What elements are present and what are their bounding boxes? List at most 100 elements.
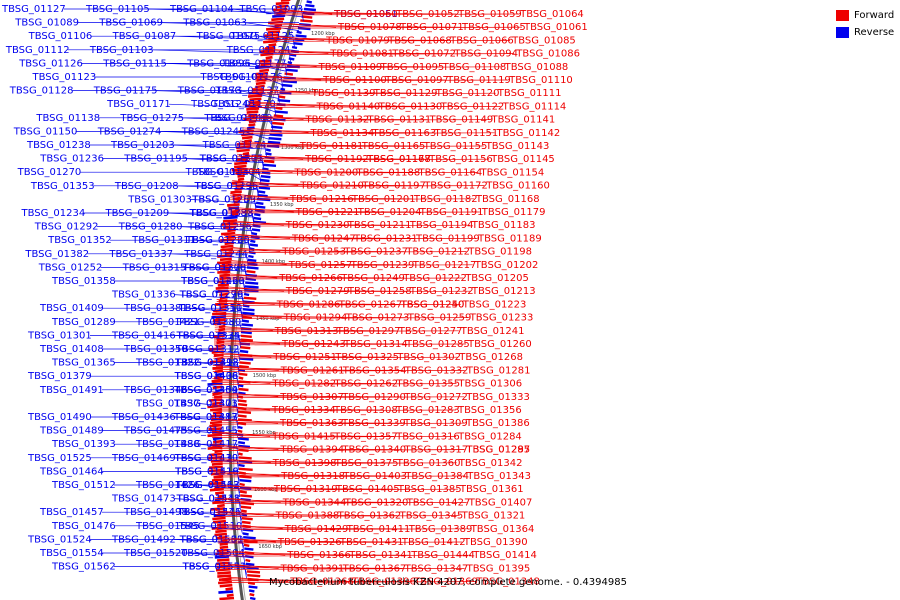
reverse-gene-mark [279,91,292,95]
forward-gene-label: TBSG_01287 [465,445,530,456]
forward-leader-line [220,261,349,266]
forward-gene-label: TBSG_01119 [446,75,511,86]
forward-gene-mark [211,414,223,418]
reverse-gene-label: TBSG_01439 [174,453,239,464]
forward-leader-line [213,355,396,358]
forward-gene-label: TBSG_01284 [457,431,522,442]
forward-gene-mark [212,385,223,390]
scale-tick-label: 1550 kbp [252,430,276,436]
forward-gene-mark [219,545,229,550]
forward-gene-label: TBSG_01389 [408,524,473,535]
forward-gene-mark [248,123,256,127]
forward-gene-label: TBSG_01272 [403,392,468,403]
forward-gene-label: TBSG_01230 [285,220,350,231]
forward-gene-label: TBSG_01110 [508,75,573,86]
reverse-leader-line [247,240,251,249]
reverse-gene-mark [244,547,254,551]
reverse-gene-mark [240,509,247,513]
forward-leader-line [217,287,346,292]
reverse-gene-label: TBSG_01311 [131,235,196,246]
scale-tick-label: 1300 kbp [281,145,305,151]
forward-gene-label: TBSG_01309 [403,418,468,429]
forward-gene-mark [209,398,223,402]
legend: Forward Reverse [836,7,900,41]
reverse-gene-label: TBSG_01171 [106,99,171,110]
reverse-leader-line [242,552,246,566]
forward-leader-line [219,274,340,279]
forward-leader-line [212,436,457,438]
reverse-gene-mark [249,243,259,247]
forward-gene-mark [267,30,281,34]
forward-gene-mark [209,481,224,486]
reverse-gene-mark [278,95,286,99]
reverse-leader-line [238,498,241,511]
legend-item-forward: Forward [836,7,900,24]
reverse-gene-label: TBSG_01138 [35,113,100,124]
forward-leader-line [217,540,400,543]
forward-gene-label: TBSG_01347 [404,563,469,574]
reverse-gene-label: TBSG_01220 [185,235,250,246]
forward-gene-label: TBSG_01361 [459,484,524,495]
reverse-gene-label: TBSG_01104 [169,4,234,15]
forward-leader-line [212,370,465,372]
forward-gene-mark [209,468,223,473]
forward-gene-mark [212,516,226,521]
forward-gene-mark [259,59,272,63]
reverse-leader-line [185,307,243,313]
scale-tick-label: 1500 kbp [253,373,277,379]
forward-gene-mark [246,107,260,111]
reverse-gene-label: TBSG_01322 [135,358,200,369]
forward-gene-label: TBSG_01253 [281,247,346,258]
forward-leader-line [245,114,304,120]
forward-leader-line [213,474,404,477]
forward-gene-label: TBSG_01259 [407,313,472,324]
reverse-leader-line [197,321,242,327]
forward-gene-mark [268,43,277,47]
forward-gene-mark [227,228,236,233]
reverse-gene-label: TBSG_01128 [9,86,74,97]
reverse-gene-mark [259,178,270,183]
forward-leader-line [213,343,467,346]
forward-leader-line [266,40,511,42]
forward-gene-mark [272,14,286,18]
reverse-gene-mark [306,0,313,4]
reverse-gene-label: TBSG_01173 [177,86,242,97]
reverse-gene-label: TBSG_01137 [214,86,279,97]
reverse-gene-label: TBSG_01269 [191,194,256,205]
forward-gene-label: TBSG_01181 [299,141,364,152]
reverse-gene-label: TBSG_01492 [111,534,176,545]
reverse-gene-label: TBSG_01256 [187,222,252,233]
forward-gene-label: TBSG_01198 [467,247,532,258]
reverse-gene-label: TBSG_01087 [112,31,177,42]
reverse-leader-line [173,335,241,340]
forward-gene-label: TBSG_01407 [468,497,533,508]
reverse-gene-mark [237,410,252,414]
forward-leader-line [212,435,395,437]
forward-gene-mark [234,161,248,166]
reverse-gene-label: TBSG_01196 [194,181,259,192]
reverse-gene-label: TBSG_01336 [111,290,176,301]
reverse-gene-label: TBSG_01107 [200,72,265,83]
forward-leader-line [212,369,403,371]
forward-gene-mark [209,487,224,492]
forward-leader-line [222,580,413,582]
reverse-gene-label: TBSG_01419 [174,466,239,477]
reverse-gene-label: TBSG_01488 [135,439,200,450]
forward-gene-label: TBSG_01261 [280,365,345,376]
forward-leader-line [274,12,457,15]
forward-gene-label: TBSG_01210 [299,181,364,192]
forward-gene-label: TBSG_01183 [471,220,536,231]
forward-leader-line [217,541,462,544]
reverse-gene-label: TBSG_01278 [182,262,247,273]
reverse-gene-mark [237,403,248,407]
forward-gene-mark [209,359,224,364]
reverse-gene-label: TBSG_01255 [191,194,256,205]
forward-gene-label: TBSG_01279 [285,286,350,297]
reverse-gene-mark [257,194,268,198]
reverse-gene-mark [251,228,261,232]
forward-gene-label: TBSG_01262 [333,379,398,390]
reverse-leader-line [236,376,239,389]
genome-backbone-inner [232,0,303,600]
forward-gene-label: TBSG_01204 [357,207,422,218]
reverse-gene-label: TBSG_01513 [175,480,240,491]
